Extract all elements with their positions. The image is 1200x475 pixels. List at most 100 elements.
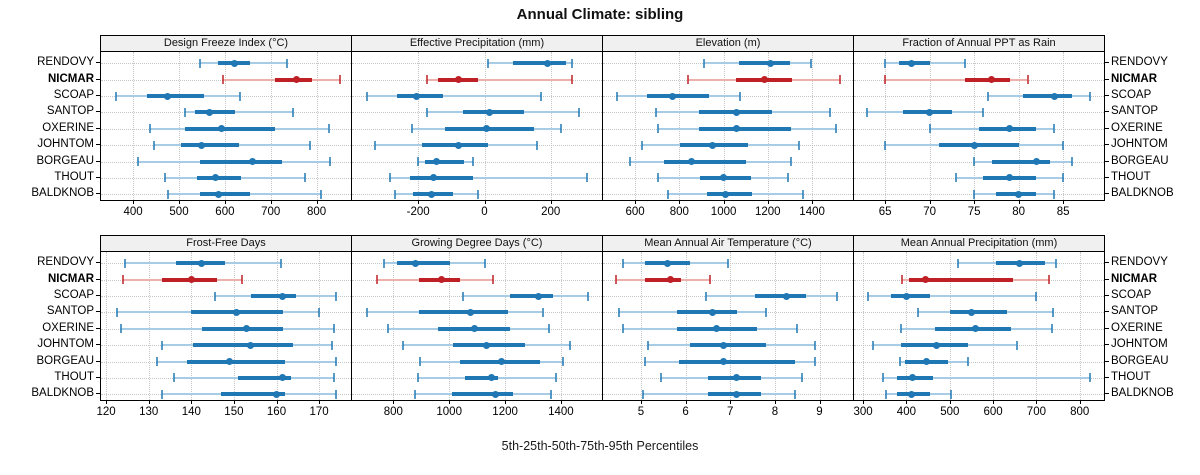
panel-1: Design Freeze Index (°C) 400 500 600 700 800: [100, 35, 352, 224]
median-dot: [198, 141, 206, 149]
whisker-cap-low: [149, 124, 152, 134]
x-tick-label: 120: [96, 406, 116, 418]
x-tick-mark: [560, 400, 562, 404]
whisker-cap-low: [418, 357, 421, 367]
whisker-cap-high: [335, 389, 338, 399]
station-label-left: SCOAP: [53, 89, 94, 102]
whisker-cap-low: [122, 275, 125, 285]
whisker-cap-low: [389, 173, 392, 183]
y-tick-mark-left: [96, 78, 100, 80]
median-dot: [902, 292, 910, 300]
x-tick-mark: [812, 200, 814, 204]
x-tick-mark: [767, 200, 769, 204]
x-gridline: [319, 252, 321, 400]
x-tick-label: 1000: [436, 406, 462, 418]
x-tick-mark: [906, 400, 908, 404]
whisker-cap-low: [872, 340, 875, 350]
whisker-cap-low: [628, 157, 631, 167]
whisker-cap-low: [213, 291, 216, 301]
station-label-right: OXERINE: [1111, 321, 1163, 334]
whisker-cap-high: [1048, 275, 1051, 285]
panel-strip: Effective Precipitation (mm): [351, 35, 603, 52]
y-tick-mark-right: [1105, 295, 1109, 297]
whisker-cap-high: [338, 75, 341, 85]
x-tick-label: 150: [224, 406, 244, 418]
x-tick-label: 1400: [548, 406, 574, 418]
x-gridline: [730, 252, 732, 400]
whisker-cap-low: [928, 124, 931, 134]
x-tick-mark: [685, 400, 687, 404]
panel-2: Effective Precipitation (mm) -200 0 200: [351, 35, 603, 224]
y-gridline: [352, 63, 602, 65]
median-dot: [733, 374, 741, 382]
panel-title: Mean Annual Air Temperature (°C): [644, 237, 812, 249]
x-gridline: [723, 52, 725, 200]
panel-strip: Mean Annual Air Temperature (°C): [602, 235, 854, 252]
x-tick-mark: [191, 400, 193, 404]
panel-plot: [853, 51, 1105, 201]
y-tick-mark-right: [1105, 176, 1109, 178]
x-tick-mark: [993, 400, 995, 404]
median-dot: [212, 174, 220, 182]
x-tick-mark: [505, 400, 507, 404]
whisker-cap-high: [814, 340, 817, 350]
median-dot: [1015, 259, 1023, 267]
iqr-bar: [510, 294, 554, 299]
whisker-cap-low: [394, 189, 396, 199]
whisker-line: [390, 176, 588, 179]
whisker-cap-high: [571, 58, 574, 68]
median-dot: [488, 374, 496, 382]
y-tick-mark-right: [1105, 311, 1109, 313]
station-label-left: OXERINE: [42, 121, 94, 134]
whisker-cap-low: [973, 189, 976, 199]
panel-strip: Fraction of Annual PPT as Rain: [853, 35, 1105, 52]
station-label-left: THOUT: [54, 170, 94, 183]
whisker-cap-low: [417, 157, 420, 167]
station-label-right: THOUT: [1111, 370, 1151, 383]
median-dot: [664, 259, 672, 267]
whisker-cap-high: [476, 189, 479, 199]
station-label-left: SCOAP: [53, 289, 94, 302]
median-dot: [967, 308, 975, 316]
median-dot: [411, 259, 419, 267]
median-dot: [428, 190, 435, 198]
median-dot: [708, 308, 716, 316]
x-tick-label: -200: [406, 206, 430, 218]
whisker-cap-high: [492, 275, 495, 285]
whisker-cap-low: [644, 357, 647, 367]
x-gridline: [148, 252, 150, 400]
whisker-cap-high: [541, 307, 544, 317]
station-label-right: NICMAR: [1111, 72, 1157, 85]
panel-title: Design Freeze Index (°C): [163, 37, 289, 49]
median-dot: [709, 141, 716, 149]
whisker-cap-low: [986, 91, 989, 101]
median-dot: [432, 158, 440, 166]
median-dot: [413, 92, 421, 100]
median-dot: [198, 259, 206, 267]
y-tick-mark-left: [96, 344, 100, 346]
whisker-cap-low: [136, 157, 139, 167]
median-dot: [713, 325, 721, 333]
whisker-cap-low: [646, 340, 649, 350]
y-tick-mark-left: [96, 62, 100, 64]
x-gridline: [276, 252, 278, 400]
y-tick-mark-right: [1105, 376, 1109, 378]
x-tick-mark: [863, 400, 865, 404]
x-tick-mark: [319, 400, 321, 404]
iqr-bar: [184, 126, 276, 131]
x-tick-mark: [484, 200, 486, 204]
median-dot: [247, 341, 255, 349]
whisker-cap-high: [1062, 173, 1065, 183]
whisker-cap-high: [949, 389, 952, 399]
whisker-cap-high: [727, 258, 729, 268]
median-dot: [932, 341, 940, 349]
whisker-cap-low: [617, 307, 620, 317]
whisker-cap-low: [640, 140, 643, 150]
y-tick-mark-right: [1105, 62, 1109, 64]
panel-3: Elevation (m) 600 800 1000 1200 1400: [602, 35, 854, 224]
whisker-cap-high: [333, 324, 335, 334]
x-gridline: [106, 252, 108, 400]
median-dot: [454, 76, 462, 84]
panel-title: Effective Precipitation (mm): [409, 37, 545, 49]
iqr-bar: [754, 294, 807, 299]
